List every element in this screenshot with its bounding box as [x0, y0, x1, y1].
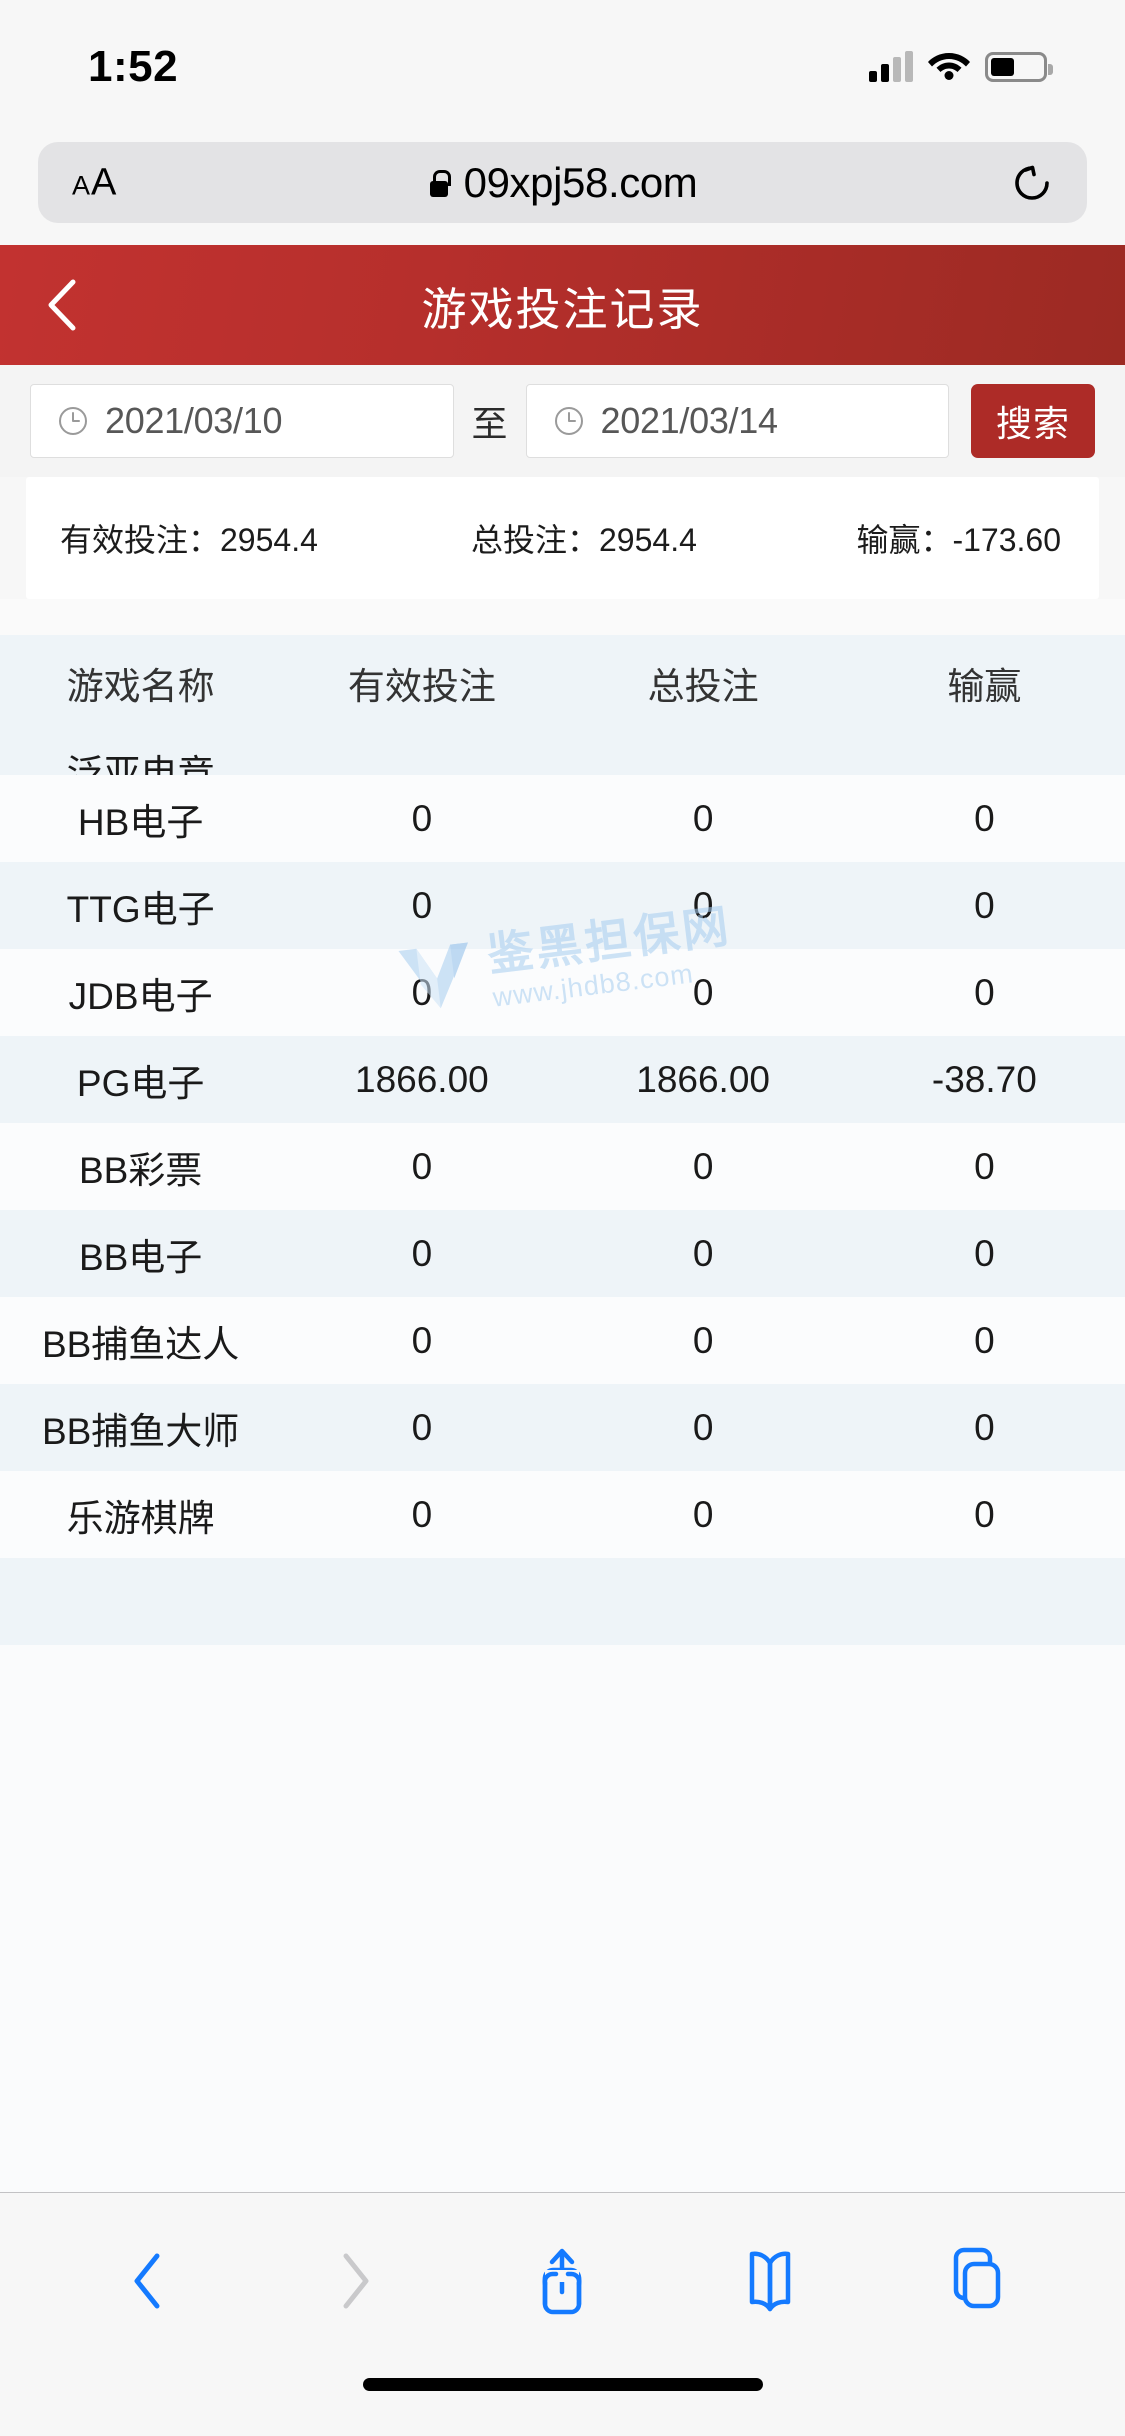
- page-title: 游戏投注记录: [421, 283, 704, 335]
- cell-win-loss: 0: [974, 884, 995, 926]
- cell-total-bet: 0: [692, 884, 714, 926]
- clock-icon: [553, 405, 585, 437]
- cellular-bars-icon: [869, 50, 913, 82]
- cell-total-bet: 0: [692, 1319, 714, 1361]
- back-chevron-icon[interactable]: [112, 2243, 184, 2319]
- cell-valid-bet: 0: [411, 1232, 433, 1274]
- cell-game-name: JDB电子: [68, 975, 213, 1017]
- summary-strip: 有效投注：2954.4 总投注：2954.4 输赢：-173.60: [26, 477, 1099, 599]
- cell-valid-bet: 1866.00: [355, 1058, 489, 1100]
- lock-icon: [428, 169, 451, 197]
- cell-game-name: 乐游棋牌: [66, 1497, 215, 1539]
- home-indicator[interactable]: [362, 2378, 763, 2391]
- table-row[interactable]: BB电子 0 0 0: [0, 1210, 1125, 1297]
- share-icon[interactable]: [526, 2243, 598, 2319]
- table-row[interactable]: BB捕鱼达人 0 0 0: [0, 1297, 1125, 1384]
- summary-total-bet: 总投注：2954.4: [471, 522, 697, 558]
- cell-game-name: 泛亚电竞: [66, 753, 215, 775]
- bookmarks-icon[interactable]: [734, 2243, 806, 2319]
- table-row[interactable]: 乐游棋牌 0 0 0: [0, 1471, 1125, 1558]
- summary-win-loss: 输赢：-173.60: [856, 522, 1061, 558]
- cell-win-loss: 0: [974, 1232, 995, 1274]
- reload-icon[interactable]: [1011, 162, 1053, 204]
- table-row[interactable]: TTG电子 0 0 0: [0, 862, 1125, 949]
- column-header-total-bet: 总投注: [647, 666, 759, 707]
- cell-total-bet: 0: [692, 1232, 714, 1274]
- aa-small-label: A: [72, 170, 91, 200]
- wifi-icon: [927, 48, 971, 85]
- cell-total-bet: 0: [692, 1145, 714, 1187]
- cell-valid-bet: -: [281, 755, 562, 775]
- app-header: 游戏投注记录: [0, 245, 1125, 365]
- cell-total-bet: 0: [692, 1493, 714, 1535]
- table-row[interactable]: BB捕鱼大师 0 0 0: [0, 1384, 1125, 1471]
- table-row[interactable]: PG电子 1866.00 1866.00 -38.70: [0, 1036, 1125, 1123]
- table-row[interactable]: [0, 1558, 1125, 1645]
- cell-game-name: BB捕鱼达人: [41, 1323, 240, 1365]
- cell-win-loss: -38.70: [931, 1058, 1037, 1100]
- cell-total-bet: 1866.00: [636, 1058, 770, 1100]
- table-row[interactable]: HB电子 0 0 0: [0, 775, 1125, 862]
- cell-total-bet: 0: [692, 1406, 714, 1448]
- bet-records-table[interactable]: 游戏名称 有效投注 总投注 输赢 泛亚电竞 - - - HB电子 0 0 0 T…: [0, 635, 1125, 2192]
- table-header-row: 游戏名称 有效投注 总投注 输赢: [0, 635, 1125, 731]
- forward-chevron-icon: [319, 2243, 391, 2319]
- cell-game-name: BB彩票: [78, 1149, 203, 1191]
- home-indicator-area: [0, 2368, 1125, 2436]
- table-row[interactable]: BB彩票 0 0 0: [0, 1123, 1125, 1210]
- back-chevron-icon[interactable]: [40, 276, 86, 334]
- summary-valid-bet: 有效投注：2954.4: [60, 522, 318, 558]
- column-header-valid-bet: 有效投注: [347, 666, 496, 707]
- url-display[interactable]: 09xpj58.com: [428, 159, 698, 207]
- cell-win-loss: 0: [974, 1145, 995, 1187]
- cell-valid-bet: 0: [411, 1406, 433, 1448]
- date-range-separator: 至: [471, 403, 508, 444]
- end-date-input[interactable]: 2021/03/14: [525, 384, 950, 458]
- safari-bottom-toolbar: [0, 2192, 1125, 2368]
- battery-icon: [985, 51, 1053, 82]
- cell-total-bet: -: [563, 755, 844, 775]
- cell-total-bet: 0: [692, 797, 714, 839]
- cell-valid-bet: 0: [411, 1319, 433, 1361]
- url-text: 09xpj58.com: [463, 158, 698, 206]
- cell-game-name: BB电子: [78, 1236, 203, 1278]
- date-search-bar: 2021/03/10 至 2021/03/14 搜索: [0, 365, 1125, 477]
- summary-table-spacer: [0, 599, 1125, 635]
- start-date-input[interactable]: 2021/03/10: [30, 384, 454, 458]
- start-date-value: 2021/03/10: [105, 400, 283, 441]
- cell-win-loss: 0: [974, 971, 995, 1013]
- column-header-win-loss: 输赢: [947, 666, 1022, 707]
- search-button[interactable]: 搜索: [971, 384, 1096, 458]
- table-body: 泛亚电竞 - - - HB电子 0 0 0 TTG电子 0 0 0 JDB电子 …: [0, 731, 1125, 1645]
- ios-status-bar: 1:52: [0, 0, 1125, 132]
- aa-large-label: A: [91, 161, 117, 203]
- cell-win-loss: 0: [974, 1406, 995, 1448]
- cell-valid-bet: 0: [411, 884, 433, 926]
- cell-valid-bet: 0: [411, 1145, 433, 1187]
- cell-game-name: PG电子: [76, 1062, 205, 1104]
- cell-total-bet: 0: [692, 971, 714, 1013]
- cell-game-name: BB捕鱼大师: [41, 1410, 240, 1452]
- column-header-game-name: 游戏名称: [66, 666, 215, 707]
- cell-game-name: HB电子: [77, 801, 204, 843]
- cell-win-loss: 0: [974, 1493, 995, 1535]
- cell-valid-bet: 0: [411, 1493, 433, 1535]
- clock-icon: [57, 405, 89, 437]
- end-date-value: 2021/03/14: [600, 400, 778, 441]
- table-row[interactable]: 泛亚电竞 - - -: [0, 731, 1125, 775]
- cell-game-name: TTG电子: [66, 888, 215, 930]
- table-row[interactable]: JDB电子 0 0 0: [0, 949, 1125, 1036]
- cell-valid-bet: 0: [411, 797, 433, 839]
- status-bar-indicators: [869, 48, 1053, 85]
- cell-win-loss: -: [844, 755, 1125, 775]
- cell-valid-bet: 0: [411, 971, 433, 1013]
- cell-win-loss: 0: [974, 797, 995, 839]
- tabs-icon[interactable]: [941, 2243, 1013, 2319]
- cell-win-loss: 0: [974, 1319, 995, 1361]
- status-bar-clock: 1:52: [88, 42, 179, 91]
